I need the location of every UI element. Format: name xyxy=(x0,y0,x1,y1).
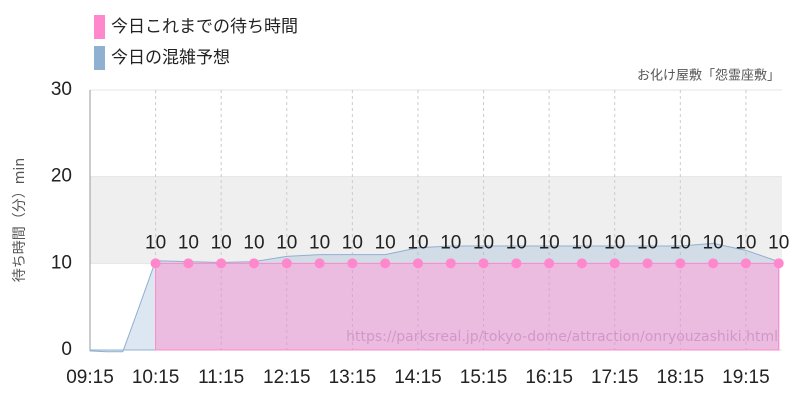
shaded-band xyxy=(90,176,782,264)
data-label: 10 xyxy=(407,232,428,253)
x-tick-label: 13:15 xyxy=(329,367,377,388)
data-label: 10 xyxy=(703,232,724,253)
x-tick-label: 19:15 xyxy=(722,367,770,388)
legend-label: 今日これまでの待ち時間 xyxy=(111,17,298,37)
point xyxy=(347,258,358,269)
data-label: 10 xyxy=(178,232,199,253)
x-tick-label: 17:15 xyxy=(591,367,639,388)
point xyxy=(576,258,587,269)
legend-swatch xyxy=(94,46,105,70)
watermark: https://parksreal.jp/tokyo-dome/attracti… xyxy=(346,329,778,345)
legend-label: 今日の混雑予想 xyxy=(111,48,230,68)
data-label: 10 xyxy=(539,232,560,253)
legend-swatch xyxy=(94,15,105,39)
point xyxy=(544,258,555,269)
x-tick-label: 15:15 xyxy=(460,367,508,388)
point xyxy=(248,258,259,269)
point xyxy=(478,258,489,269)
point xyxy=(281,258,292,269)
y-axis-label: 待ち時間（分）min xyxy=(12,158,28,282)
data-label: 10 xyxy=(440,232,461,253)
point xyxy=(216,258,227,269)
data-label: 10 xyxy=(571,232,592,253)
y-tick-label: 20 xyxy=(51,166,72,187)
chart-subtitle: お化け屋敷「怨霊座敷」 xyxy=(637,69,780,84)
data-label: 10 xyxy=(243,232,264,253)
point xyxy=(675,258,686,269)
data-label: 10 xyxy=(145,232,166,253)
point xyxy=(740,258,751,269)
point xyxy=(511,258,522,269)
point xyxy=(642,258,653,269)
x-tick-label: 11:15 xyxy=(198,367,244,388)
data-label: 10 xyxy=(342,232,363,253)
x-tick-label: 14:15 xyxy=(394,367,442,388)
point xyxy=(609,258,620,269)
data-label: 10 xyxy=(211,232,232,253)
point xyxy=(183,258,194,269)
x-tick-label: 09:15 xyxy=(66,367,114,388)
x-tick-label: 16:15 xyxy=(525,367,573,388)
point xyxy=(412,258,423,269)
point xyxy=(708,258,719,269)
data-label: 10 xyxy=(735,232,756,253)
x-tick-label: 18:15 xyxy=(657,367,705,388)
point xyxy=(314,258,325,269)
point xyxy=(773,258,784,269)
point xyxy=(380,258,391,269)
data-label: 10 xyxy=(637,232,658,253)
y-tick-label: 10 xyxy=(51,252,72,273)
series-area xyxy=(89,242,780,353)
data-label: 10 xyxy=(506,232,527,253)
data-label: 10 xyxy=(309,232,330,253)
data-label: 10 xyxy=(375,232,396,253)
x-tick-label: 10:15 xyxy=(132,367,180,388)
data-label: 10 xyxy=(473,232,494,253)
y-tick-label: 0 xyxy=(61,339,72,360)
point xyxy=(445,258,456,269)
series-area xyxy=(155,262,780,351)
data-label: 10 xyxy=(604,232,625,253)
point xyxy=(150,258,161,269)
y-tick-label: 30 xyxy=(51,79,72,100)
data-label: 10 xyxy=(276,232,297,253)
x-tick-label: 12:15 xyxy=(263,367,311,388)
data-label: 10 xyxy=(670,232,691,253)
data-label: 10 xyxy=(768,232,789,253)
